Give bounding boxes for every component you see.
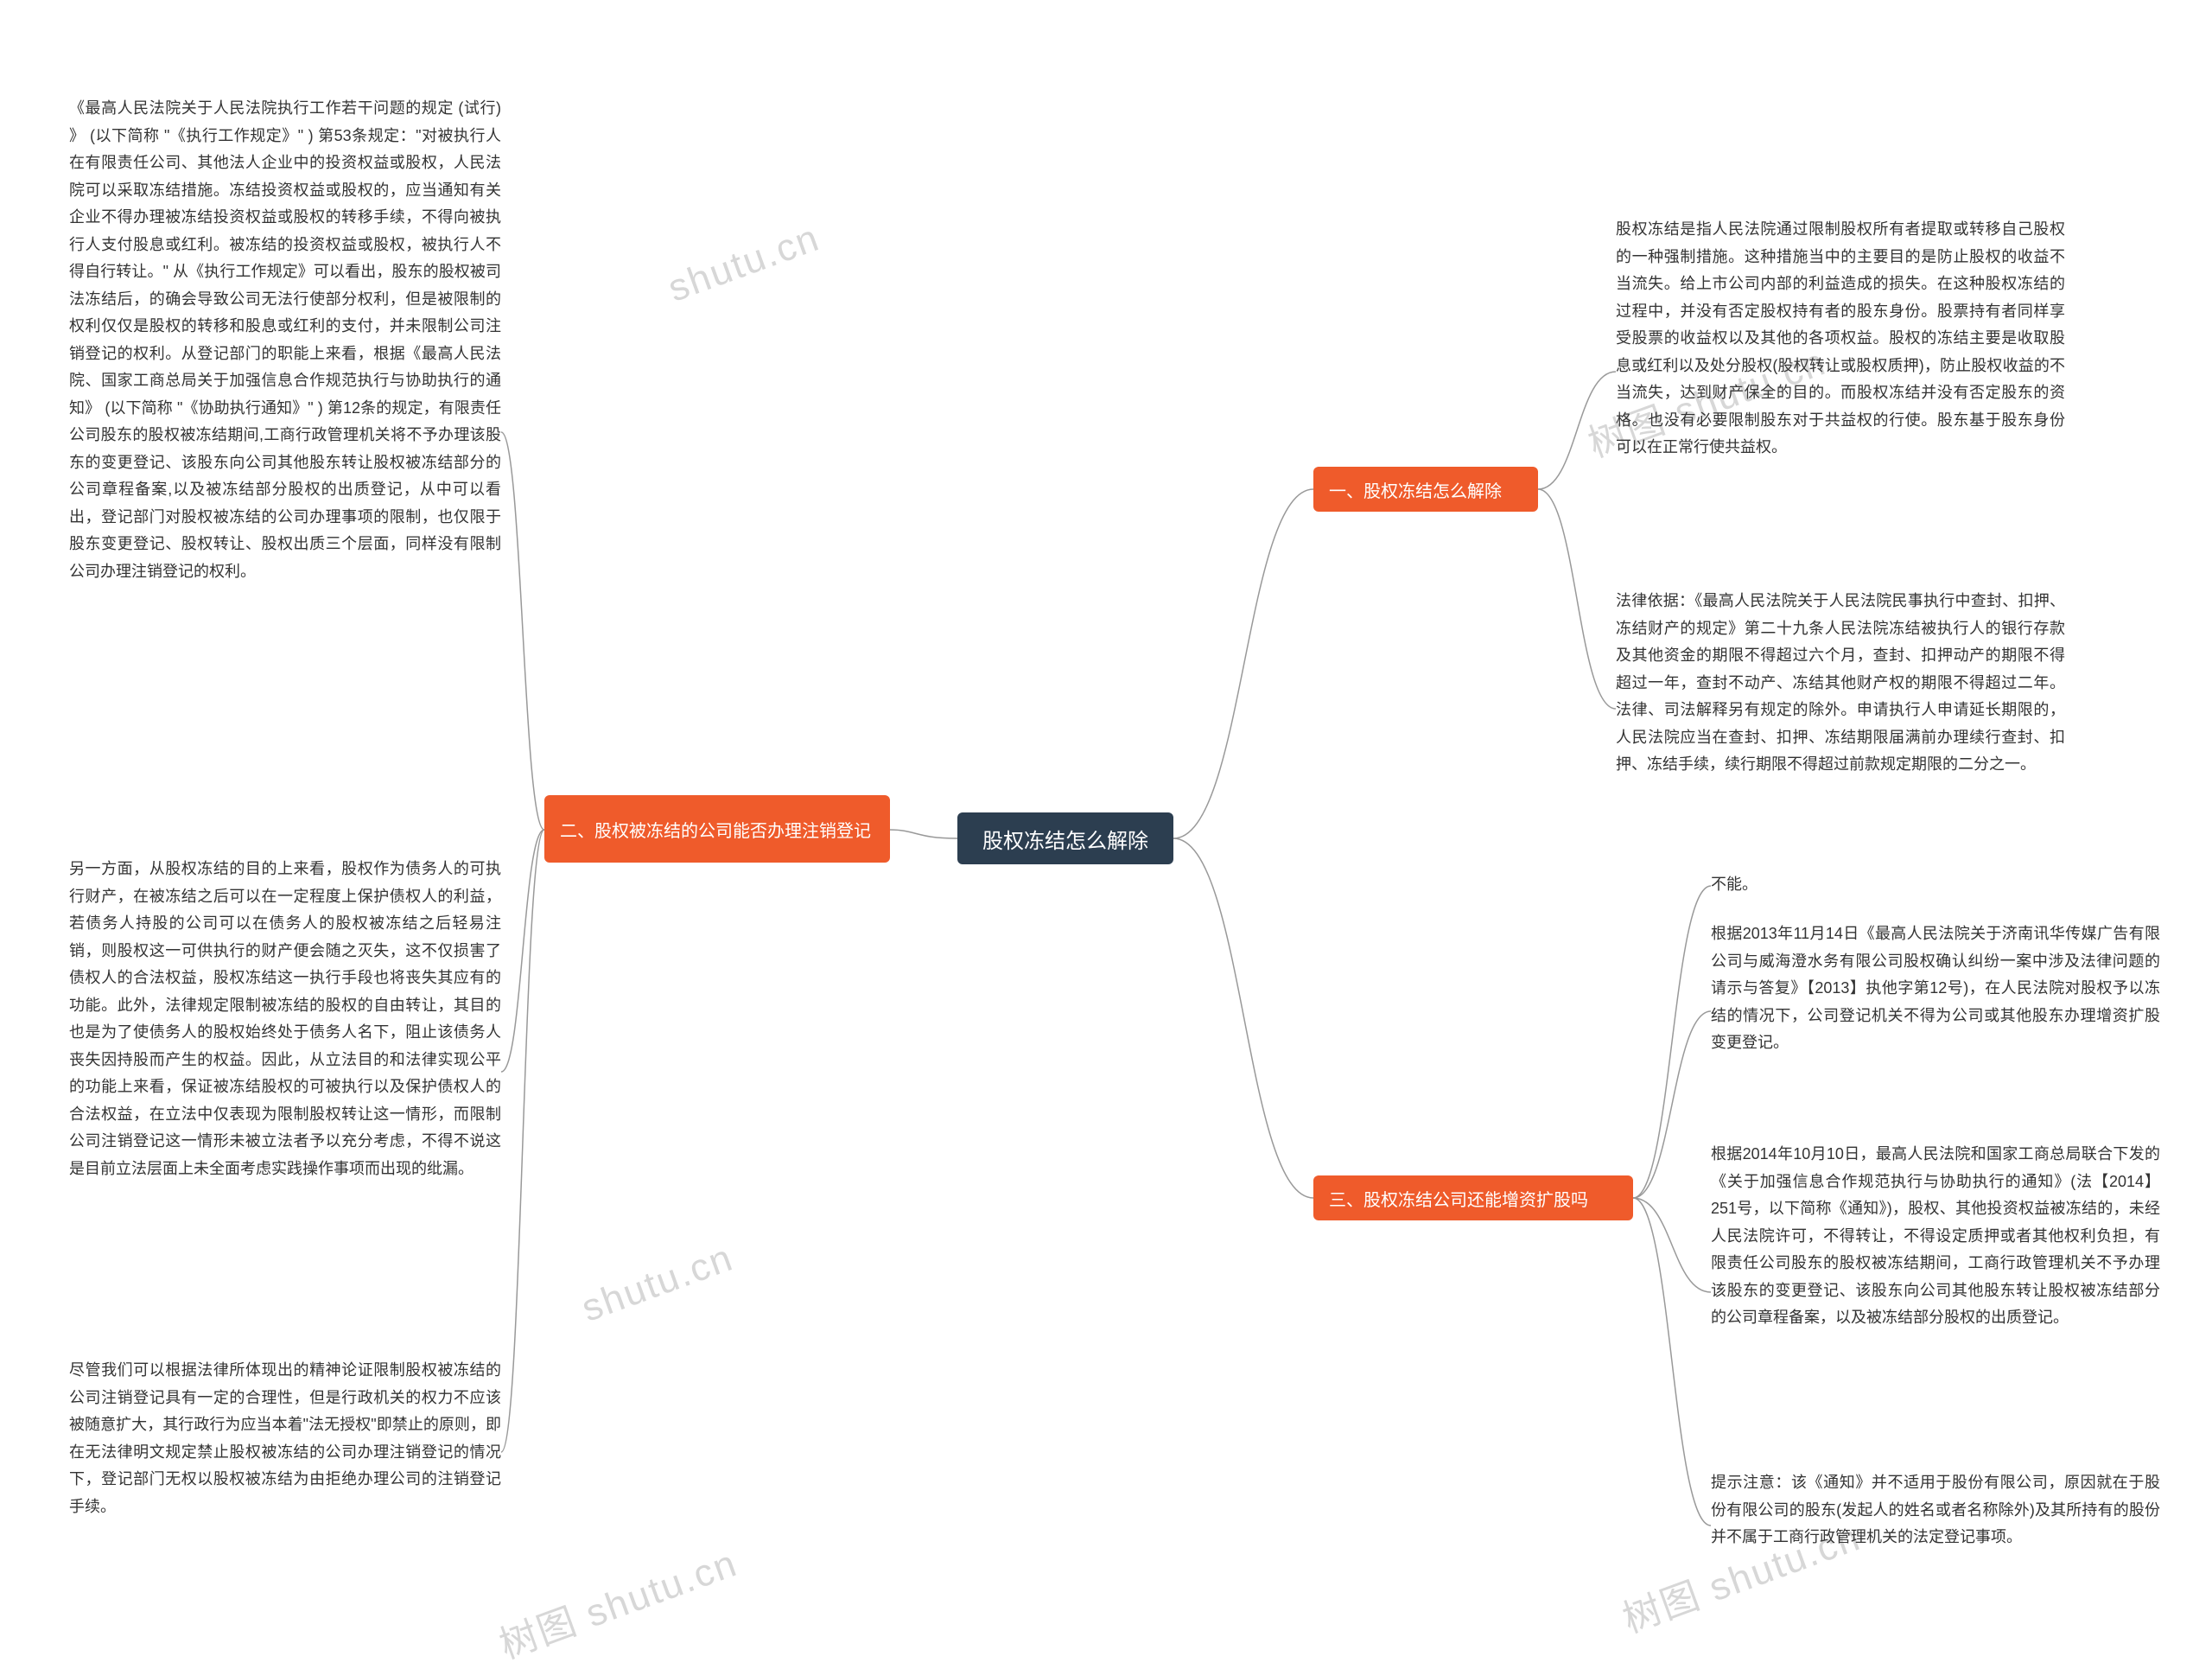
leaf-text: 另一方面，从股权冻结的目的上来看，股权作为债务人的可执行财产，在被冻结之后可以在… <box>69 856 501 1182</box>
leaf-text: 《最高人民法院关于人民法院执行工作若干问题的规定 (试行) 》 (以下简称 "《… <box>69 95 501 585</box>
leaf-text: 根据2014年10月10日，最高人民法院和国家工商总局联合下发的《关于加强信息合… <box>1711 1141 2160 1332</box>
leaf-text: 法律依据：《最高人民法院关于人民法院民事执行中查封、扣押、冻结财产的规定》第二十… <box>1616 588 2065 779</box>
leaf-text: 尽管我们可以根据法律所体现出的精神论证限制股权被冻结的公司注销登记具有一定的合理… <box>69 1357 501 1520</box>
leaf-text: 提示注意：该《通知》并不适用于股份有限公司，原因就在于股份有限公司的股东(发起人… <box>1711 1469 2160 1551</box>
leaf-text: 不能。 <box>1711 871 2160 899</box>
leaf-text: 根据2013年11月14日《最高人民法院关于济南讯华传媒广告有限公司与威海澄水务… <box>1711 920 2160 1057</box>
center-node[interactable]: 股权冻结怎么解除 <box>957 812 1173 864</box>
leaf-text: 股权冻结是指人民法院通过限制股权所有者提取或转移自己股权的一种强制措施。这种措施… <box>1616 216 2065 462</box>
mindmap-canvas: shutu.cn 树图 shutu.cn shutu.cn 树图 shutu.c… <box>0 0 2212 1668</box>
branch-node-left-1[interactable]: 二、股权被冻结的公司能否办理注销登记 <box>544 795 890 863</box>
branch-node-right-2[interactable]: 三、股权冻结公司还能增资扩股吗 <box>1313 1175 1633 1220</box>
branch-node-right-1[interactable]: 一、股权冻结怎么解除 <box>1313 467 1538 512</box>
